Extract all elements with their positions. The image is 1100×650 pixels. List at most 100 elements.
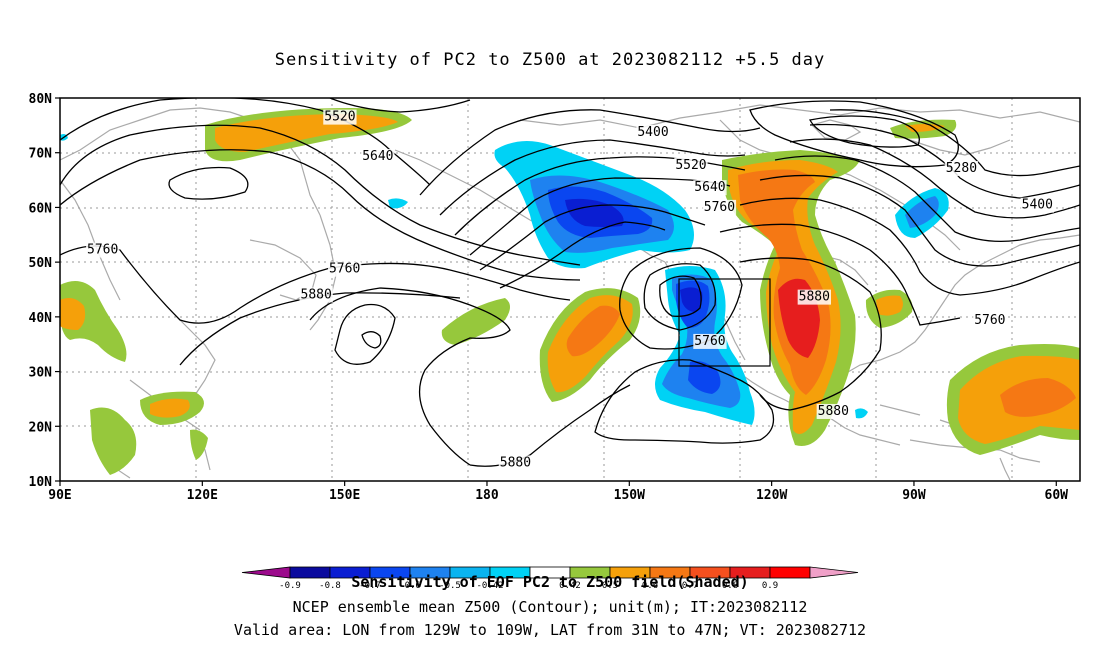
- contour-label: 5520: [675, 158, 706, 173]
- shading-negative-west-coast-deep-south: [688, 361, 721, 394]
- y-tick-label: 60N: [29, 201, 53, 216]
- x-tick-label: 90W: [902, 488, 926, 503]
- colorbar-tick-label: 0.7: [682, 581, 698, 591]
- contour-5280-north: [329, 98, 471, 113]
- colorbar-tick-label: -0.42: [476, 581, 503, 591]
- contour-label-background: [674, 157, 708, 173]
- colorbar-right-arrow: [809, 566, 859, 579]
- contour-label: 5760: [704, 200, 735, 215]
- contour-5460-northeast-pacific: [439, 139, 746, 216]
- y-tick-label: 40N: [29, 311, 53, 326]
- contour-label-background: [299, 287, 333, 303]
- contour-label: 5640: [362, 149, 393, 164]
- y-tick-label: 30N: [29, 366, 53, 381]
- contour-5700-cutoff-low: [659, 275, 702, 317]
- shading-negative-labrador-core: [905, 196, 939, 228]
- contour-5580-west-low: [60, 149, 581, 281]
- x-tick-label: 60W: [1045, 488, 1069, 503]
- colorbar-tick-label: 0.6: [642, 581, 658, 591]
- contour-label-background: [693, 180, 727, 196]
- colorbar-tick-label: 0.9: [762, 581, 778, 591]
- contour-5340-baffin: [829, 109, 1080, 177]
- y-tick-label: 50N: [29, 256, 53, 271]
- colorbar-tick-label: 0.42: [559, 581, 581, 591]
- contour-label: 5880: [818, 404, 849, 419]
- colorbar-tick-label: -0.9: [279, 581, 301, 591]
- colorbar-tick-label: -0.5: [439, 581, 461, 591]
- contour-5640-arctic-west: [60, 124, 581, 266]
- contour-5880-pacific-high: [309, 287, 511, 466]
- contour-label: 5760: [694, 334, 725, 349]
- x-tick-label: 120E: [187, 488, 218, 503]
- contour-label-background: [86, 242, 120, 258]
- contour-label-background: [498, 455, 533, 471]
- contour-labels: 5520 5640 5760 5760 5880 5400 5520 5640 5760 5880…: [86, 109, 1054, 471]
- shading-positive-atlantic-peak: [1000, 378, 1076, 417]
- shading-negative-small-1: [388, 198, 408, 209]
- x-tick-label: 90E: [48, 488, 71, 503]
- x-tick-label: 150W: [614, 488, 645, 503]
- contour-5520-east-canada: [789, 138, 1080, 219]
- y-tick-label: 20N: [29, 420, 53, 435]
- contour-5640-east-canada: [759, 174, 1080, 267]
- contour-label: 5760: [974, 313, 1005, 328]
- contour-5760-asia: [60, 245, 571, 324]
- y-tick-label: 70N: [29, 147, 53, 162]
- x-tick-label: 120W: [756, 488, 787, 503]
- shading-positive-pacific-center-peak: [566, 305, 620, 357]
- contour-label: 5280: [946, 161, 977, 176]
- caption-valid-area: Valid area: LON from 129W to 109W, LAT f…: [233, 621, 867, 639]
- contour-5880-subtropical-high: [594, 359, 775, 444]
- colorbar-tick-label: -0.7: [359, 581, 381, 591]
- shading-negative-gulf-alaska-core: [565, 198, 624, 227]
- contour-label-background: [361, 148, 395, 164]
- contour-label-background: [636, 124, 670, 140]
- contour-5880-bermuda-high: [739, 257, 882, 411]
- contour-label-background: [327, 261, 362, 277]
- valid-area-box: [678, 278, 771, 367]
- shading-positive-indochina: [90, 407, 137, 475]
- contour-5220-baffin-low: [809, 115, 920, 148]
- contour-low-center-asia: [168, 166, 249, 200]
- map-plot-area: [60, 98, 1080, 481]
- contour-label: 5880: [500, 455, 531, 470]
- contour-5700-gulf-alaska: [479, 204, 706, 271]
- contour-5880-small: [361, 331, 382, 349]
- positive-sensitivity-shading: [60, 108, 1080, 475]
- contour-5520-arctic-west: [60, 98, 431, 186]
- contour-label: 5880: [799, 290, 830, 305]
- contour-label: 5880: [301, 287, 332, 302]
- shading-positive-china-sea-core: [150, 398, 190, 418]
- shading-positive-philippines: [190, 429, 208, 460]
- contour-label-background: [702, 199, 737, 215]
- shading-positive-great-lakes-core: [876, 295, 903, 316]
- contour-label-background: [944, 161, 979, 177]
- shading-negative-small-2: [855, 408, 868, 419]
- caption-shaded-field: Sensitivity of EOF PC2 to Z500 field(Sha…: [351, 573, 749, 591]
- contour-5580-east-canada: [774, 155, 1080, 242]
- colorbar-tick-label: 0.8: [722, 581, 738, 591]
- contour-label: 5400: [1022, 198, 1053, 213]
- y-tick-label: 80N: [29, 92, 53, 107]
- contour-label-background: [1020, 197, 1054, 213]
- map-title: Sensitivity of PC2 to Z500 at 2023082112…: [274, 50, 826, 70]
- contour-5760-cutoff-low: [643, 263, 717, 331]
- contour-5400-baffin: [809, 123, 1080, 199]
- caption-contour-field: NCEP ensemble mean Z500 (Contour); unit(…: [292, 598, 808, 616]
- contour-label-background: [973, 313, 1007, 329]
- contour-5400-northeast-pacific: [419, 109, 761, 196]
- contour-5820-pacific: [179, 292, 461, 366]
- contour-label-background: [693, 333, 727, 349]
- contour-label: 5760: [87, 243, 118, 258]
- x-tick-label: 150E: [329, 488, 360, 503]
- contour-label: 5400: [637, 125, 668, 140]
- y-tick-label: 10N: [29, 475, 53, 490]
- contour-5700-east-canada: [739, 197, 1080, 296]
- contour-5880-subtropics: [334, 303, 396, 365]
- plot-frame: [59, 97, 1081, 482]
- shading-positive-asia-west-core: [60, 298, 86, 330]
- z500-contours: [60, 98, 1080, 467]
- contour-label: 5760: [329, 262, 360, 277]
- shading-positive-dateline: [441, 298, 510, 345]
